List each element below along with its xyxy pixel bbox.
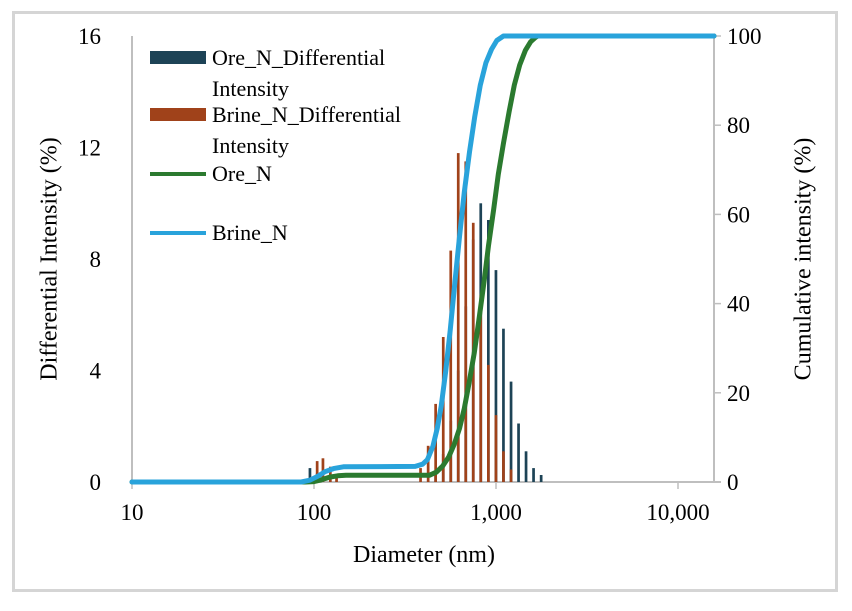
bar (509, 469, 513, 482)
x-tick-label: 1,000 (470, 500, 522, 525)
bar (426, 445, 430, 482)
y-left-tick-label: 12 (78, 136, 101, 161)
bar (487, 364, 490, 482)
bar (308, 468, 312, 482)
bar (479, 295, 483, 482)
x-axis-title: Diameter (nm) (353, 542, 495, 568)
ore-differential-swatch (150, 51, 206, 64)
brine-differential-bars (315, 153, 513, 483)
brine-cumulative-line (129, 33, 717, 485)
y-left-axis-title: Differential Intensity (%) (36, 137, 63, 381)
y-left-tick-label: 8 (90, 247, 102, 272)
bar (509, 381, 513, 482)
bar (494, 415, 498, 482)
legend-item-ore-differential: Ore_N_Differential Intensity (150, 42, 450, 104)
y-left-tick-label: 16 (78, 24, 101, 49)
brine-differential-swatch (150, 108, 206, 121)
x-tick-label: 100 (297, 500, 332, 525)
legend-item-brine-differential: Brine_N_Differential Intensity (150, 99, 450, 161)
y-right-tick-label: 100 (727, 24, 762, 49)
y-right-tick-label: 60 (727, 202, 750, 227)
bar (335, 476, 338, 482)
y-right-tick-label: 20 (727, 381, 750, 406)
bar (487, 220, 490, 482)
bar (539, 475, 543, 482)
ore-cumulative-line (129, 33, 717, 485)
bar (449, 250, 453, 482)
bar (456, 153, 460, 482)
y-right-tick-label: 40 (727, 292, 750, 317)
bar (441, 337, 445, 482)
bar (464, 161, 468, 482)
bar (329, 466, 332, 482)
legend-label: Ore_N (212, 161, 272, 186)
legend-item-brine-cumulative: Brine_N (150, 217, 450, 248)
brine-line-swatch (150, 231, 206, 235)
y-right-tick-label: 0 (727, 470, 739, 495)
ore-line-swatch (150, 172, 206, 176)
bar (532, 468, 535, 482)
x-tick-label: 10,000 (646, 500, 709, 525)
y-right-axis-title: Cumulative intensity (%) (790, 137, 817, 381)
bar (502, 328, 505, 482)
y-right-tick-label: 80 (727, 113, 750, 138)
y-left-tick-label: 0 (90, 470, 102, 495)
y-left-tick-label: 4 (90, 359, 102, 384)
bar (517, 423, 520, 482)
bar (502, 451, 505, 482)
figure-border (12, 11, 838, 592)
x-tick-label: 10 (121, 500, 144, 525)
legend-label: Brine_N_Differential Intensity (212, 102, 401, 158)
bar (494, 270, 498, 482)
legend-label: Brine_N (212, 220, 288, 245)
bar (315, 461, 319, 482)
legend-label: Ore_N_Differential Intensity (212, 45, 386, 101)
legend-item-ore-cumulative: Ore_N (150, 158, 450, 189)
bar (524, 451, 528, 482)
